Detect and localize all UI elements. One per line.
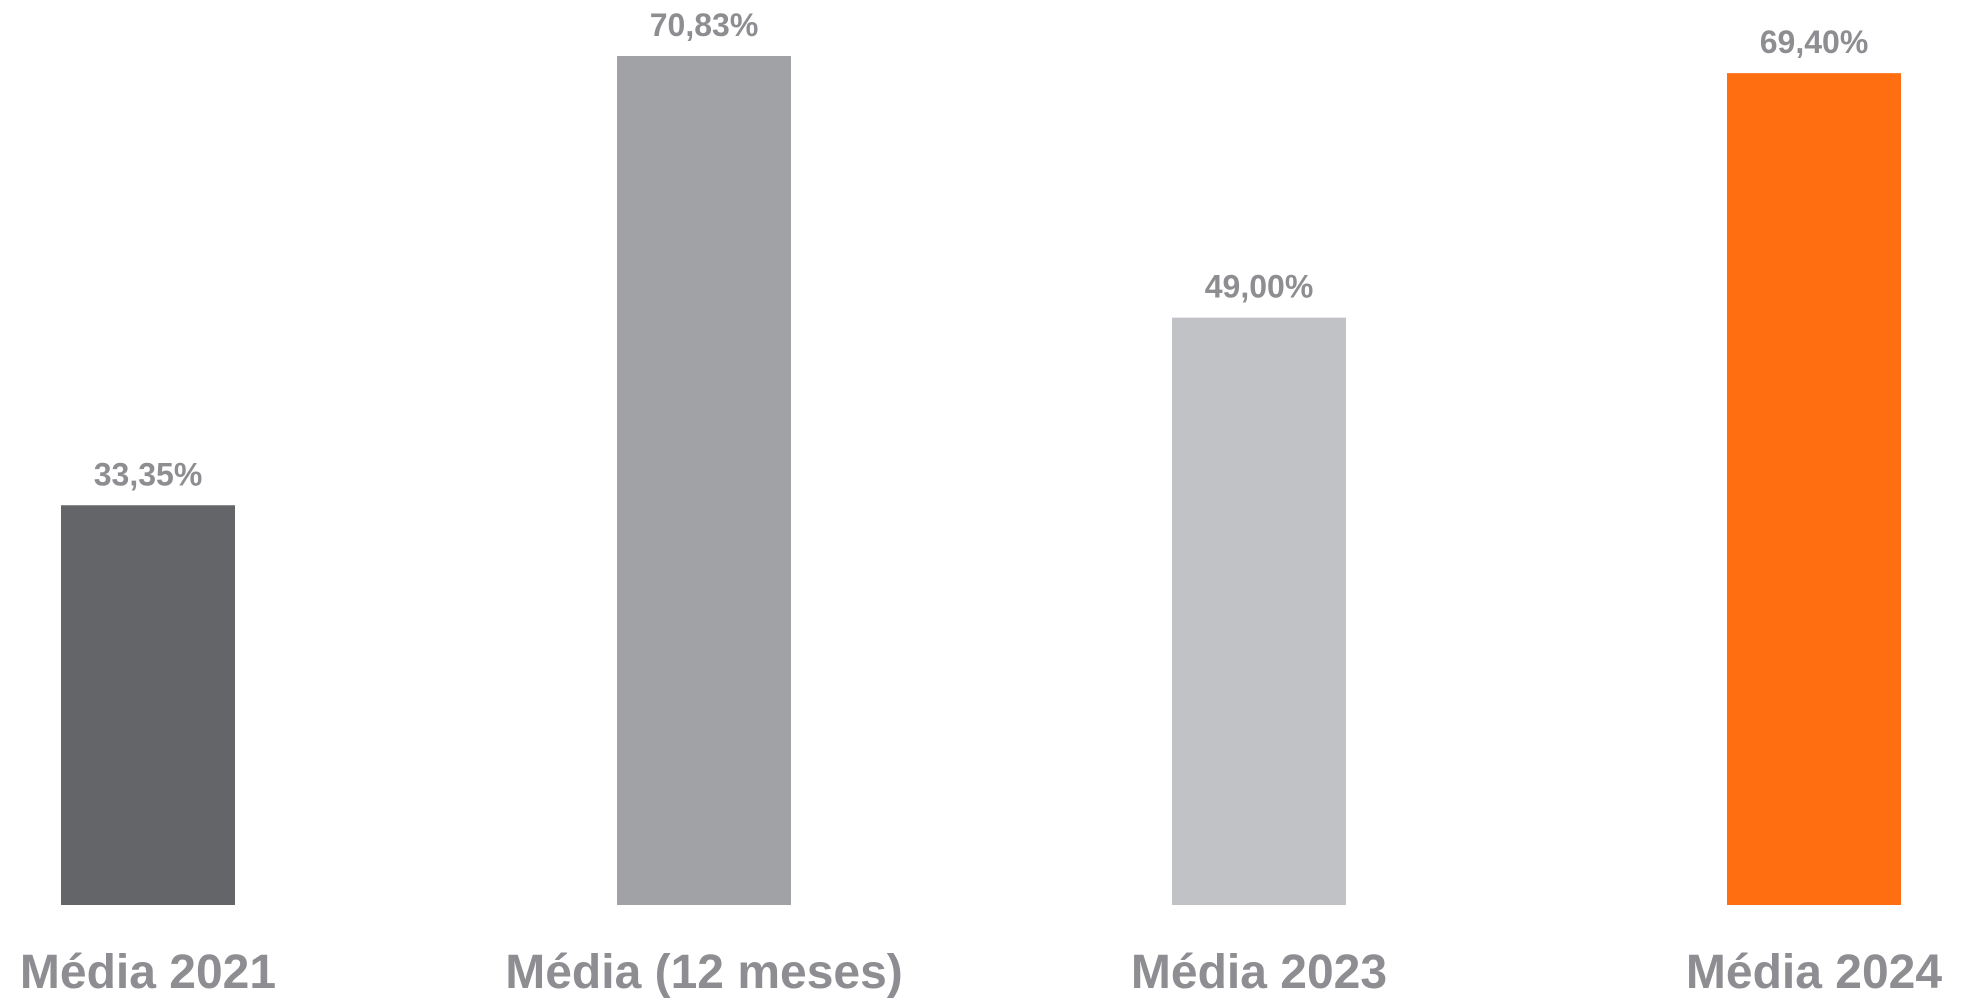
bar-value-label: 70,83% bbox=[650, 7, 759, 43]
value-labels-group: 33,35% 70,83% 49,00% 69,40% bbox=[94, 7, 1869, 492]
bars-group bbox=[61, 56, 1901, 905]
category-label: Média (12 meses) bbox=[505, 946, 903, 999]
bar bbox=[61, 505, 235, 905]
category-label: Média 2021 bbox=[20, 946, 276, 999]
category-label: Média 2024 bbox=[1686, 946, 1942, 999]
category-labels-group: Média 2021 Média (12 meses) Média 2023 Médi… bbox=[20, 946, 1942, 999]
bar bbox=[1172, 317, 1346, 905]
bar bbox=[1727, 73, 1901, 905]
category-label: Média 2023 bbox=[1131, 946, 1387, 999]
bar bbox=[617, 56, 791, 905]
bar-value-label: 69,40% bbox=[1760, 24, 1869, 60]
bar-value-label: 33,35% bbox=[94, 456, 203, 492]
bar-value-label: 49,00% bbox=[1205, 269, 1314, 305]
